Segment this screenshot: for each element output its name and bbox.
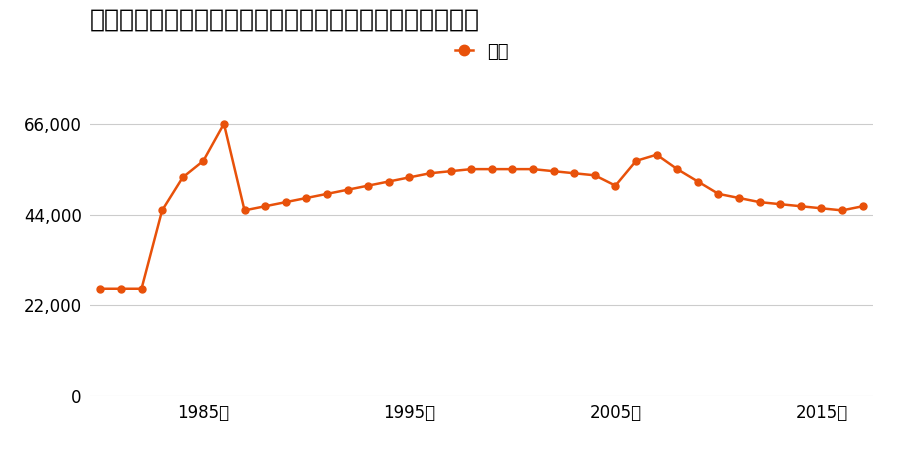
価格 [486, 166, 497, 172]
価格 [115, 286, 126, 292]
Legend: 価格: 価格 [454, 43, 508, 61]
価格 [692, 179, 703, 184]
価格 [816, 206, 827, 211]
価格 [404, 175, 415, 180]
価格 [425, 171, 436, 176]
価格 [446, 168, 456, 174]
価格 [775, 202, 786, 207]
価格 [734, 195, 744, 201]
価格 [672, 166, 683, 172]
価格 [136, 286, 147, 292]
価格 [301, 195, 311, 201]
Line: 価格: 価格 [97, 120, 866, 292]
Text: 福岡県北九州市小倉南区若園１丁目５２番１１の地価推移: 福岡県北九州市小倉南区若園１丁目５２番１１の地価推移 [90, 8, 480, 32]
価格 [569, 171, 580, 176]
価格 [177, 175, 188, 180]
価格 [260, 203, 271, 209]
価格 [219, 121, 230, 126]
価格 [383, 179, 394, 184]
価格 [796, 203, 806, 209]
価格 [507, 166, 517, 172]
価格 [198, 158, 209, 164]
価格 [610, 183, 621, 188]
価格 [713, 191, 724, 197]
価格 [157, 208, 167, 213]
価格 [590, 173, 600, 178]
価格 [281, 199, 292, 205]
価格 [754, 199, 765, 205]
価格 [363, 183, 374, 188]
価格 [548, 168, 559, 174]
価格 [837, 208, 848, 213]
価格 [94, 286, 105, 292]
価格 [466, 166, 477, 172]
価格 [321, 191, 332, 197]
価格 [239, 208, 250, 213]
価格 [652, 152, 662, 158]
価格 [527, 166, 538, 172]
価格 [631, 158, 642, 164]
価格 [342, 187, 353, 193]
価格 [858, 203, 868, 209]
